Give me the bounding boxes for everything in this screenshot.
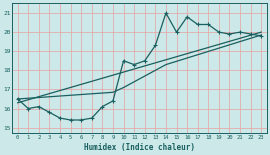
X-axis label: Humidex (Indice chaleur): Humidex (Indice chaleur): [84, 143, 195, 152]
